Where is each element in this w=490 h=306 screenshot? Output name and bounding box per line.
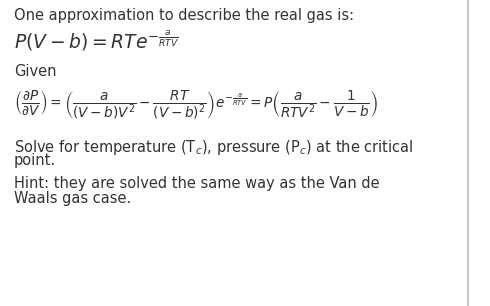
Text: Waals gas case.: Waals gas case.	[14, 191, 131, 206]
Text: Hint: they are solved the same way as the Van de: Hint: they are solved the same way as th…	[14, 176, 380, 191]
Text: point.: point.	[14, 153, 56, 168]
Text: $\left(\dfrac{\partial P}{\partial V}\right) = \left(\dfrac{a}{(V-b)V^2} - \dfra: $\left(\dfrac{\partial P}{\partial V}\ri…	[14, 88, 378, 121]
Text: One approximation to describe the real gas is:: One approximation to describe the real g…	[14, 8, 354, 23]
Text: Given: Given	[14, 64, 56, 79]
Text: Solve for temperature (T$_c$), pressure (P$_c$) at the critical: Solve for temperature (T$_c$), pressure …	[14, 138, 414, 157]
Text: $P(V-b) = RTe^{-\frac{a}{RTV}}$: $P(V-b) = RTe^{-\frac{a}{RTV}}$	[14, 28, 179, 53]
